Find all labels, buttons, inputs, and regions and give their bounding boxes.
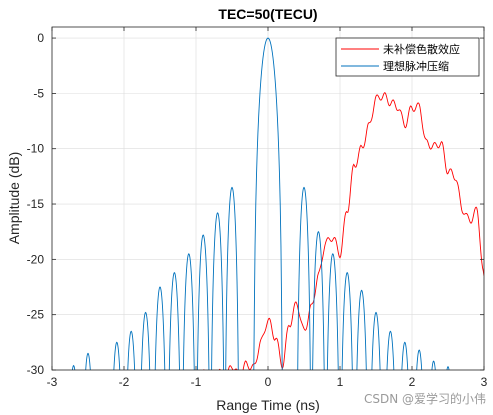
y-axis-label: Amplitude (dB) <box>6 152 22 245</box>
x-tick-label: -3 <box>47 375 58 389</box>
series-sidelobe <box>386 330 395 370</box>
series-sidelobe <box>168 271 180 370</box>
x-tick-label: -1 <box>191 375 202 389</box>
y-tick-label: -15 <box>27 197 45 211</box>
series-sidelobe <box>197 234 210 370</box>
series-layer <box>71 37 484 370</box>
legend-box <box>335 37 480 77</box>
x-tick-label: 2 <box>409 375 416 389</box>
series-sidelobe <box>182 253 195 370</box>
series-sidelobe <box>416 349 423 370</box>
y-tick-label: 0 <box>37 31 44 45</box>
series-mainlobe <box>253 37 283 370</box>
series-sidelobe <box>71 364 76 370</box>
series-sidelobe <box>85 352 91 370</box>
series-line-uncompensated <box>203 92 484 370</box>
x-axis-label: Range Time (ns) <box>216 397 319 413</box>
watermark-text: CSDN @爱学习的小伟 <box>364 391 486 406</box>
x-tick-label: 1 <box>337 375 344 389</box>
legend-label-series-1: 未补偿色散效应 <box>383 42 460 56</box>
legend-label-series-2: 理想脉冲压缩 <box>383 59 449 73</box>
series-sidelobe <box>312 231 325 370</box>
y-tick-label: -20 <box>27 252 45 266</box>
series-sidelobe <box>371 311 381 370</box>
x-tick-label: 3 <box>481 375 488 389</box>
series-sidelobe <box>154 286 166 370</box>
y-tick-label: -5 <box>33 86 44 100</box>
series-sidelobe <box>356 289 367 370</box>
x-tick-label: -2 <box>119 375 130 389</box>
chart-title: TEC=50(TECU) <box>218 6 317 22</box>
series-sidelobe <box>401 341 409 370</box>
series-sidelobe <box>127 330 136 370</box>
y-tick-label: -30 <box>27 363 45 377</box>
series-sidelobe <box>446 366 450 370</box>
axis-ticks: -3 -2 -1 0 1 2 30-5-10-15-20-25-30 <box>27 27 488 389</box>
series-sidelobe <box>431 360 436 370</box>
series-sidelobe <box>341 271 353 370</box>
y-tick-label: -25 <box>27 308 45 322</box>
series-sidelobe <box>297 186 311 370</box>
legend: 未补偿色散效应 理想脉冲压缩 <box>335 37 480 77</box>
series-sidelobe <box>211 212 225 370</box>
series-sidelobe <box>113 341 121 370</box>
series-sidelobe <box>225 186 239 370</box>
series-sidelobe <box>326 253 339 370</box>
series-sidelobe <box>141 311 151 370</box>
x-tick-label: 0 <box>265 375 272 389</box>
y-tick-label: -10 <box>27 142 45 156</box>
